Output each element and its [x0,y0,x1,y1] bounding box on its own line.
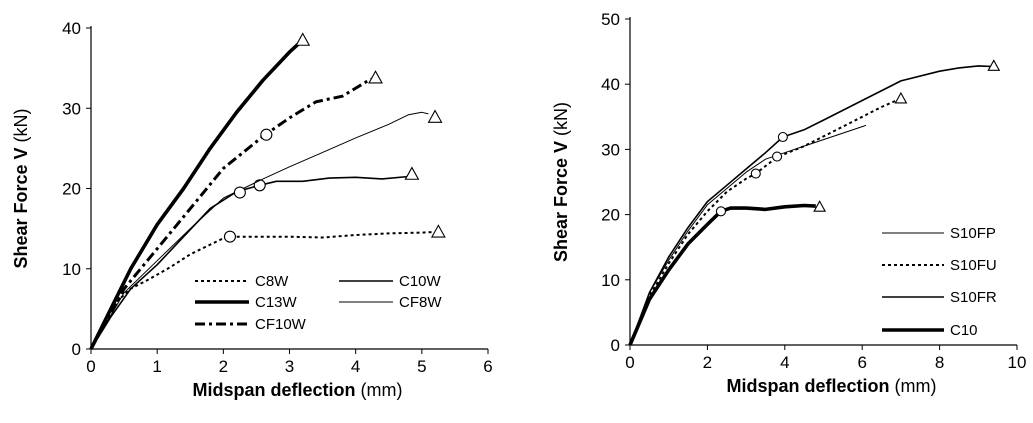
chart-1-legend-label-s10fu: S10FU [950,257,997,274]
chart-1-series-c10-yield-marker [715,206,726,217]
chart-0-x-axis-label: Midspan deflection [193,380,356,400]
chart-0-y-tick-label: 30 [62,99,81,118]
chart-0-series-cf10w-failure-marker [368,70,383,84]
chart-0-legend-label-cf8w: CF8W [399,294,442,311]
chart-0-series-c8w-line [90,230,439,350]
chart-1-series-c10-failure-marker [813,200,827,212]
chart-1-y-tick-label: 20 [601,206,620,225]
chart-1-x-tick-label: 8 [935,353,944,372]
chart-1-x-axis-label: Midspan deflection [727,376,890,396]
chart-0-series-c8w-failure-marker [430,224,446,238]
chart-0-y-axis-title: Shear Force V (kN) [11,108,31,268]
chart-0-x-tick-label: 5 [417,357,426,376]
chart-0-series-c13w-line [89,38,304,350]
chart-1-series-s10fr-yield-marker [777,131,788,143]
chart-0-series-cf8w-failure-marker [427,109,443,123]
chart-0-x-tick-label: 1 [152,357,161,376]
chart-1-series-s10fu-failure-marker [894,91,908,104]
chart-1-y-axis-label: Shear Force V [551,141,571,262]
chart-0-x-tick-label: 6 [483,357,492,376]
chart-0-series-c13w-failure-marker [295,32,311,46]
chart-1-series-c10-line [628,203,816,346]
chart-0-y-tick-label: 40 [62,19,81,38]
chart-1-y-tick-label: 30 [601,140,620,159]
chart-0-y-axis-unit: (kN) [11,108,31,142]
chart-1-legend-label-s10fr: S10FR [950,289,997,306]
chart-1-x-tick-label: 0 [625,353,634,372]
chart-1-x-axis-title: Midspan deflection (mm) [727,376,937,396]
chart-1-x-tick-label: 10 [1008,353,1027,372]
chart-1-series-s10fr-failure-marker [987,59,1001,71]
chart-1-series-s10fu-yield-marker [772,151,783,162]
chart-0-series-cf10w-yield-marker [260,128,273,141]
chart-0-legend-label-c10w: C10W [399,273,442,290]
chart-0-y-tick-label: 10 [62,260,81,279]
chart-0-legend-label-cf10w: CF10W [255,316,307,333]
chart-0-x-axis-unit: (mm) [361,380,403,400]
chart-0-x-tick-label: 3 [285,357,294,376]
chart-0-y-axis-label: Shear Force V [11,147,31,268]
chart-1-series-s10fu-yield-marker [750,168,761,179]
chart-1-x-axis-unit: (mm) [895,376,937,396]
chart-0-legend-label-c8w: C8W [255,273,289,290]
chart-1-series-s10fu-line [629,97,902,346]
chart-1-y-tick-label: 50 [601,10,620,29]
chart-1-y-tick-label: 40 [601,75,620,94]
chart-0-series-cf10w-line [89,76,377,350]
chart-1-series-s10fp-line [629,124,867,346]
chart-1-x-tick-label: 2 [703,353,712,372]
chart-0-series-c8w-yield-marker [223,230,236,243]
chart-0-legend-label-c13w: C13W [255,294,298,311]
chart-0-x-tick-label: 4 [351,357,360,376]
chart-0-x-axis-title: Midspan deflection (mm) [193,380,403,400]
chart-0-y-tick-label: 0 [72,340,81,359]
chart-1-x-tick-label: 6 [857,353,866,372]
chart-1-y-axis-unit: (kN) [551,102,571,136]
chart-0-series-c10w-yield-marker [253,179,266,192]
chart-1-legend-label-s10fp: S10FP [950,225,996,242]
chart-0-x-tick-label: 2 [219,357,228,376]
chart-1-legend-label-c10: C10 [950,322,978,339]
chart-0-series-c10w-failure-marker [404,166,420,180]
chart-1-y-tick-label: 0 [611,336,620,355]
chart-0-series-cf8w-line [90,111,429,350]
chart-0-y-tick-label: 20 [62,180,81,199]
chart-0-series-cf8w-yield-marker [233,186,246,199]
chart-1-y-axis-title: Shear Force V (kN) [551,102,571,262]
chart-1-x-tick-label: 4 [780,353,789,372]
chart-1-y-tick-label: 10 [601,271,620,290]
chart-0-x-tick-label: 0 [86,357,95,376]
